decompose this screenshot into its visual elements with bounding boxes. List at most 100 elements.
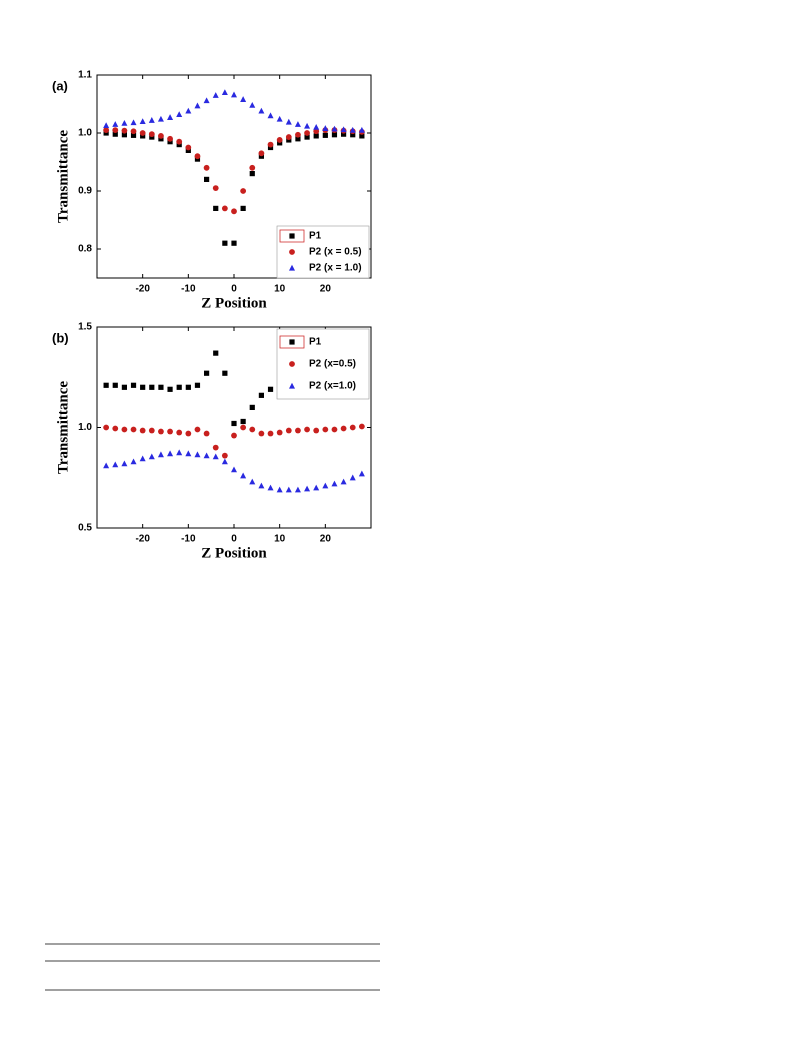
data-point [240, 188, 247, 194]
data-point [249, 404, 255, 410]
legend-marker [289, 264, 295, 271]
data-point [112, 382, 118, 388]
data-point [157, 451, 164, 458]
data-point [167, 450, 174, 457]
legend-label: P2 (x = 0.5) [309, 247, 362, 258]
data-point [221, 458, 228, 465]
y-axis-label: Transmittance [55, 381, 71, 474]
data-point [249, 426, 256, 433]
data-point [258, 150, 265, 157]
data-point [231, 466, 237, 473]
x-tick-label: -10 [181, 284, 196, 295]
data-point [121, 132, 127, 138]
data-point [148, 131, 155, 138]
data-point [203, 430, 210, 437]
legend-marker [289, 361, 295, 367]
data-point [140, 384, 146, 390]
data-point [112, 461, 119, 468]
data-point [194, 451, 201, 458]
data-point [140, 133, 146, 139]
data-point [158, 136, 164, 142]
y-tick-label: 0.8 [78, 244, 92, 255]
data-point [176, 429, 183, 436]
data-point [249, 478, 256, 485]
data-point [258, 482, 265, 489]
data-point [340, 478, 347, 485]
data-point [331, 480, 338, 487]
data-point [331, 125, 338, 132]
data-point [167, 386, 173, 392]
legend-highlight [279, 335, 305, 349]
data-point [340, 425, 347, 432]
x-tick-label: -10 [181, 534, 196, 545]
data-point [249, 101, 256, 108]
data-point [212, 185, 219, 192]
data-point [285, 427, 292, 434]
data-point [231, 208, 237, 215]
data-point [167, 114, 174, 120]
data-point [295, 427, 301, 434]
data-point [331, 426, 338, 433]
data-point [267, 386, 274, 392]
data-point [203, 164, 210, 171]
data-point [148, 453, 155, 460]
data-point [167, 428, 173, 435]
panel-label: (a) [52, 78, 68, 93]
data-point [231, 240, 237, 246]
data-point [294, 486, 301, 493]
data-point [157, 115, 164, 122]
plot-frame [96, 74, 372, 279]
data-point [222, 240, 228, 246]
data-point [313, 124, 320, 130]
data-point [204, 370, 210, 376]
data-point [267, 141, 274, 148]
data-point [130, 119, 137, 126]
data-point [286, 137, 292, 143]
data-point [194, 156, 201, 162]
data-point [341, 131, 347, 137]
data-point [240, 424, 247, 431]
data-point [285, 486, 292, 493]
x-tick-label: -20 [135, 284, 150, 295]
data-point [212, 444, 219, 451]
data-point [249, 164, 256, 171]
data-point [112, 131, 118, 137]
data-point [304, 426, 310, 433]
data-point [240, 205, 246, 211]
data-point [130, 458, 137, 465]
data-point [203, 452, 210, 459]
data-point [285, 118, 292, 125]
data-point [103, 122, 110, 129]
data-point [276, 429, 283, 436]
plot-frame [96, 326, 372, 529]
data-point [331, 132, 338, 138]
data-point [158, 428, 164, 435]
data-point [176, 384, 182, 390]
data-point [212, 92, 219, 98]
data-point [121, 460, 128, 467]
y-tick-label: 0.9 [78, 186, 92, 197]
data-point [185, 384, 191, 390]
y-axis-label: Transmittance [55, 130, 71, 223]
y-tick-label: 1.0 [78, 128, 92, 139]
data-point [350, 132, 356, 138]
data-point [194, 382, 201, 388]
data-point [112, 425, 119, 432]
data-point [185, 107, 192, 114]
data-point [276, 137, 283, 143]
y-tick-label: 1.5 [78, 322, 92, 333]
data-point [176, 111, 183, 118]
x-tick-label: 10 [274, 284, 286, 295]
data-point [139, 118, 146, 124]
legend-label: P2 (x=0.5) [309, 359, 356, 370]
data-point [121, 384, 127, 390]
data-point [231, 420, 237, 427]
data-point [194, 426, 201, 433]
data-point [103, 424, 110, 431]
data-point [203, 97, 210, 104]
data-point [112, 121, 119, 127]
data-point [222, 370, 228, 376]
data-point [130, 426, 137, 433]
data-point [213, 205, 219, 211]
data-point [349, 126, 356, 133]
